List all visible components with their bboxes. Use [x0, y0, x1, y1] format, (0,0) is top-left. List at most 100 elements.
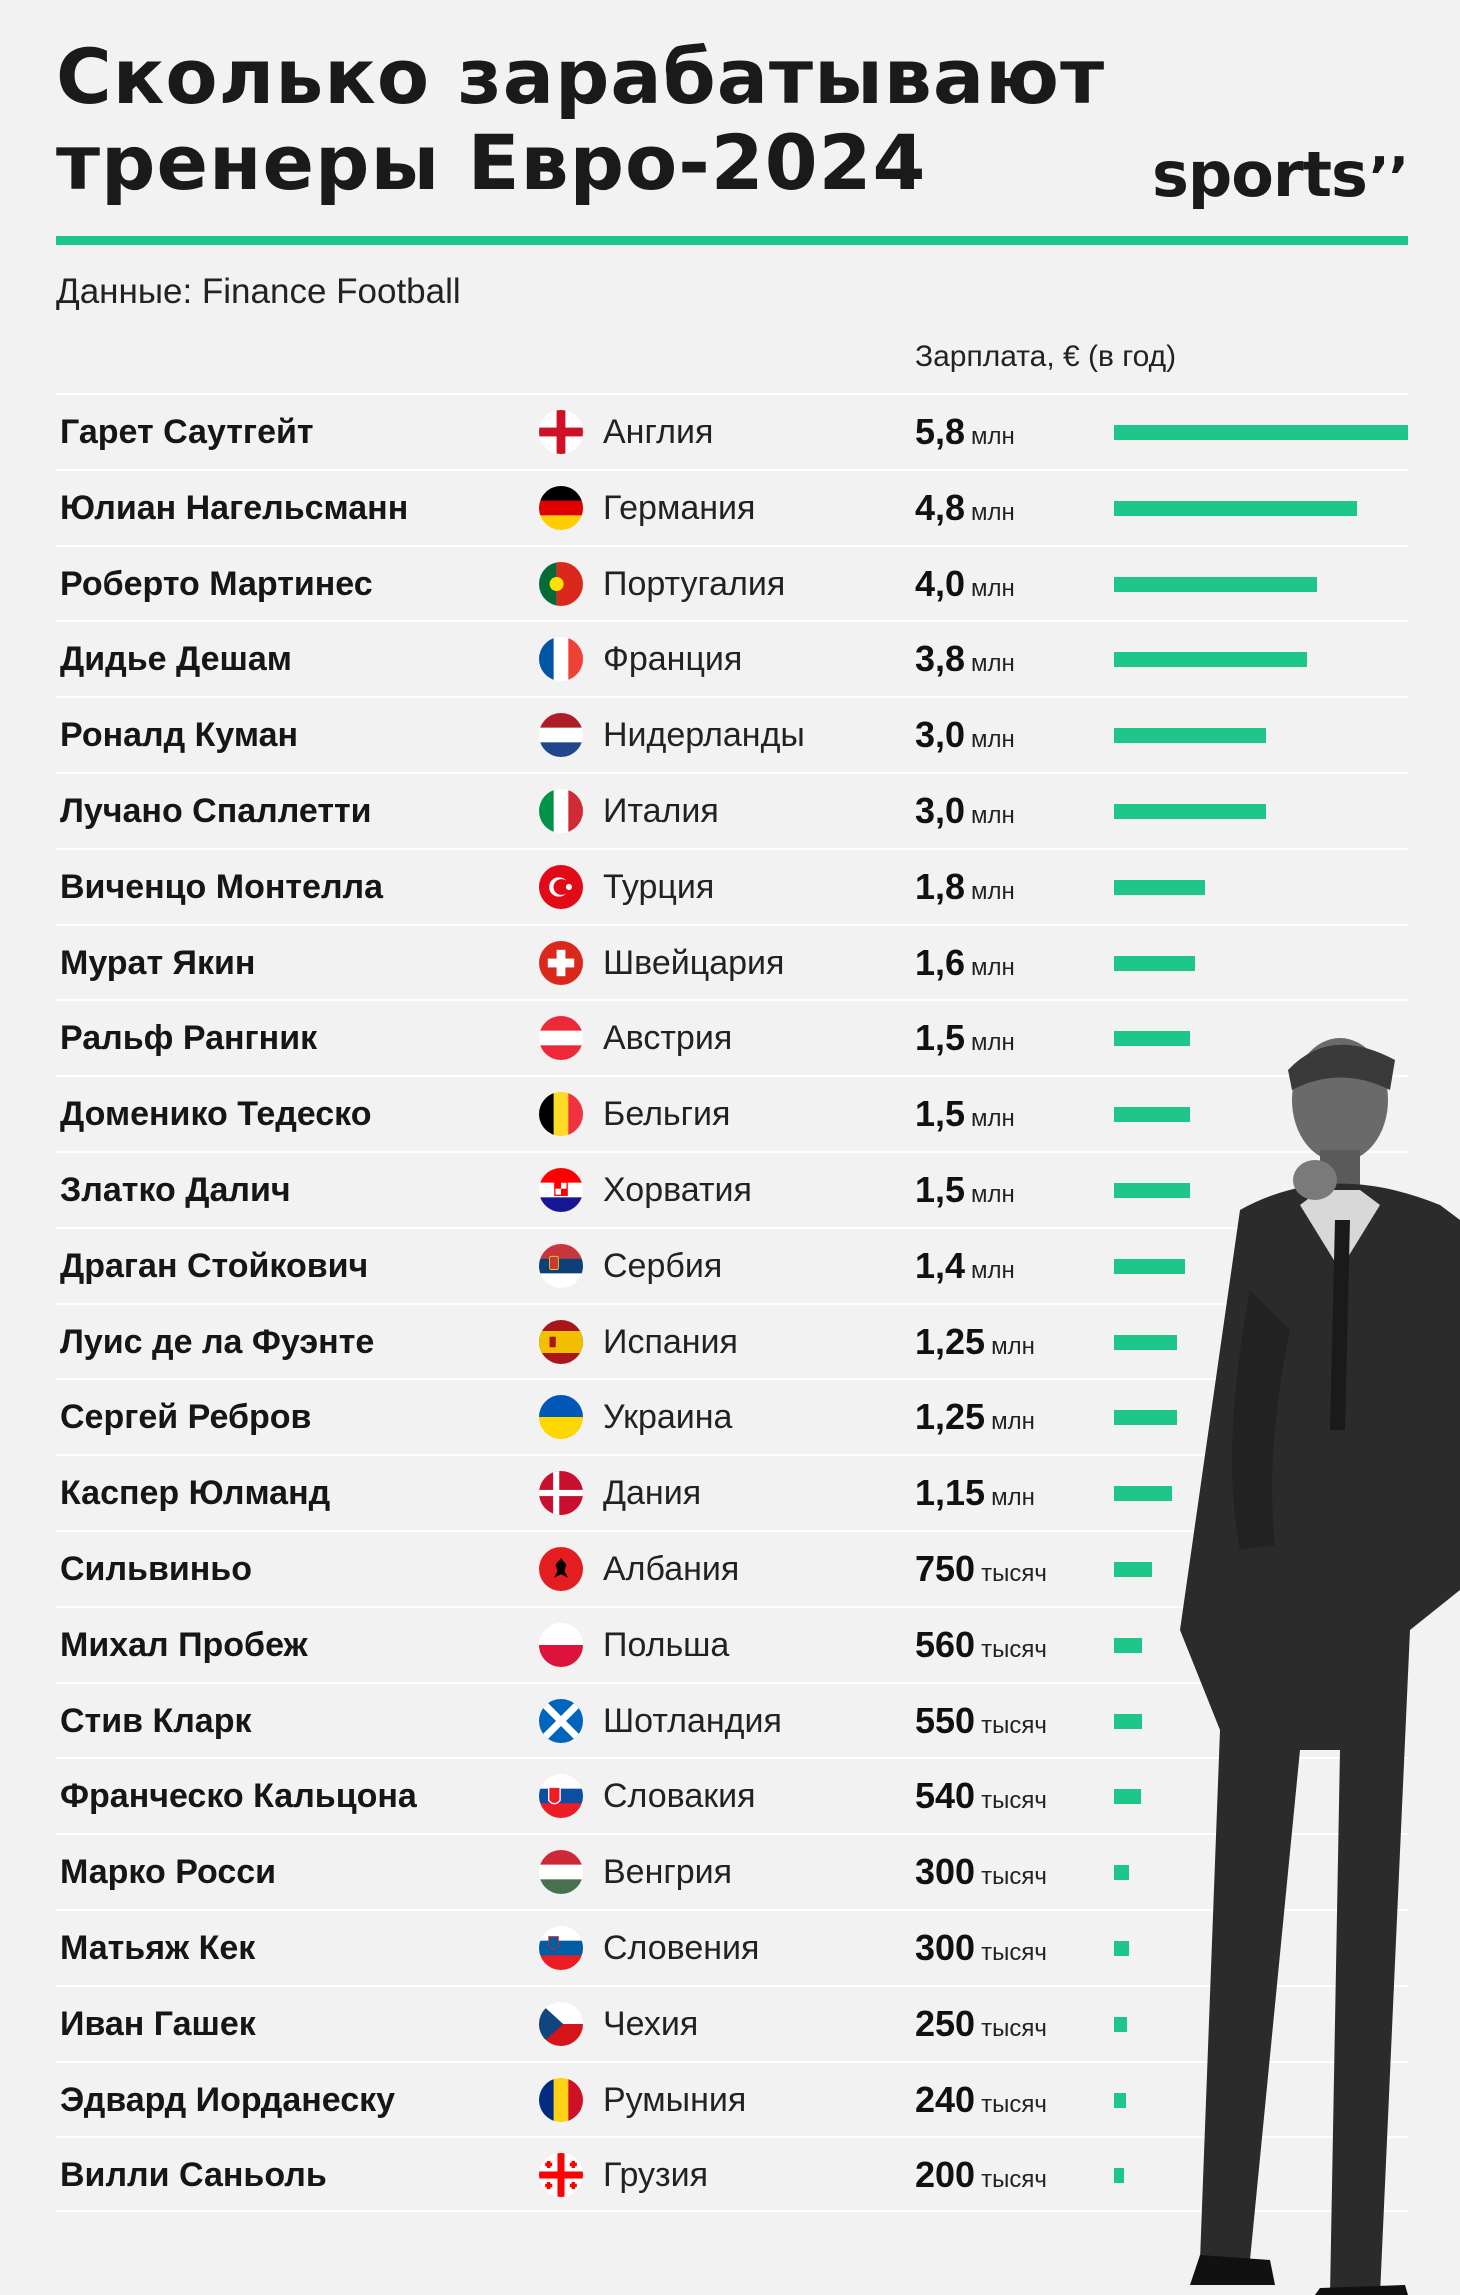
flag-srb-icon	[539, 1243, 583, 1288]
flag-sco-icon	[539, 1698, 583, 1743]
salary-label: 1,6 млн	[915, 942, 1015, 984]
coach-name: Доменико Тедеско	[60, 1095, 372, 1134]
country-name: Сербия	[603, 1246, 723, 1285]
salary-number: 3,8	[915, 638, 966, 680]
salary-number: 1,25	[915, 1396, 986, 1438]
salary-unit: млн	[991, 1484, 1035, 1512]
country-name: Германия	[603, 488, 756, 527]
salary-bar	[1114, 1789, 1142, 1805]
table-row: Мурат Якин Швейцария 1,6 млн	[56, 923, 1408, 1000]
salary-unit: млн	[971, 1105, 1015, 1133]
salary-unit: тысяч	[981, 1938, 1047, 1966]
coach-name: Роберто Мартинес	[60, 564, 373, 603]
salary-unit: млн	[991, 1408, 1035, 1436]
coach-name: Каспер Юлманд	[60, 1474, 331, 1513]
country-name: Турция	[603, 867, 715, 906]
coach-name: Франческо Кальцона	[60, 1777, 417, 1816]
salary-unit: тысяч	[981, 1711, 1047, 1739]
salary-label: 240 тысяч	[915, 2079, 1047, 2121]
table-row: Юлиан Нагельсманн Германия 4,8 млн	[56, 468, 1408, 545]
salary-number: 3,0	[915, 789, 966, 831]
salary-bar	[1114, 955, 1196, 971]
flag-geo-icon	[539, 2153, 583, 2198]
logo-text: sports	[1151, 138, 1368, 211]
table-row: Роберто Мартинес Португалия 4,0 млн	[56, 544, 1408, 621]
salary-number: 300	[915, 1851, 976, 1893]
flag-alb-icon	[539, 1546, 583, 1591]
flag-fra-icon	[539, 637, 583, 682]
country-name: Хорватия	[603, 1170, 752, 1209]
country-name: Италия	[603, 791, 719, 830]
country-name: Испания	[603, 1322, 738, 1361]
salary-bar	[1114, 1258, 1185, 1274]
salary-bar	[1114, 1865, 1130, 1881]
salary-unit: тысяч	[981, 2090, 1047, 2118]
salary-label: 560 тысяч	[915, 1624, 1047, 1666]
salary-unit: тысяч	[981, 2166, 1047, 2194]
flag-hun-icon	[539, 1850, 583, 1895]
coach-name: Марко Росси	[60, 1853, 277, 1892]
salary-bar	[1114, 652, 1307, 668]
salary-number: 1,6	[915, 941, 966, 983]
salary-number: 540	[915, 1775, 976, 1817]
salary-bar	[1114, 879, 1206, 895]
flag-cze-icon	[539, 2001, 583, 2046]
coach-name: Ральф Рангник	[60, 1019, 318, 1058]
salary-unit: тысяч	[981, 1559, 1047, 1587]
salary-bar	[1114, 803, 1267, 819]
salary-label: 540 тысяч	[915, 1775, 1047, 1817]
coach-name: Роналд Куман	[60, 716, 299, 755]
salary-bar	[1114, 1561, 1153, 1577]
salary-number: 200	[915, 2154, 976, 2196]
salary-label: 4,0 млн	[915, 563, 1015, 605]
salary-number: 1,5	[915, 1093, 966, 1135]
salary-label: 250 тысяч	[915, 2003, 1047, 2045]
coach-name: Вилли Саньоль	[60, 2156, 327, 2195]
salary-unit: млн	[971, 423, 1015, 450]
table-row: Сергей Ребров Украина 1,25 млн	[56, 1378, 1408, 1454]
salary-bar	[1114, 1713, 1142, 1729]
country-name: Словения	[603, 1928, 760, 1967]
flag-eng-icon	[539, 410, 583, 454]
country-name: Франция	[603, 640, 743, 679]
coach-name: Златко Далич	[60, 1170, 291, 1209]
title-line-2: тренеры Евро-2024	[56, 118, 927, 207]
salary-unit: млн	[971, 1029, 1015, 1057]
country-name: Украина	[603, 1398, 733, 1437]
logo-mark: ’’	[1368, 146, 1409, 209]
salary-label: 4,8 млн	[915, 487, 1015, 529]
flag-ned-icon	[539, 713, 583, 758]
salary-number: 1,8	[915, 865, 966, 907]
coach-name: Лучано Спаллетти	[60, 791, 372, 830]
salary-number: 240	[915, 2078, 976, 2120]
salary-unit: тысяч	[981, 1863, 1047, 1891]
country-name: Австрия	[603, 1019, 733, 1058]
header-divider	[56, 236, 1408, 245]
table-row: Стив Кларк Шотландия 550 тысяч	[56, 1681, 1408, 1758]
salary-unit: млн	[971, 953, 1015, 981]
data-source: Данные: Finance Football	[56, 272, 461, 311]
salary-number: 1,4	[915, 1244, 966, 1286]
country-name: Швейцария	[603, 943, 785, 982]
salary-label: 200 тысяч	[915, 2154, 1047, 2196]
coach-name: Стив Кларк	[60, 1701, 252, 1740]
country-name: Албания	[603, 1549, 740, 1588]
salary-label: 750 тысяч	[915, 1548, 1047, 1590]
salary-bar	[1114, 2168, 1125, 2184]
coach-name: Матьяж Кек	[60, 1928, 256, 1967]
salary-bar	[1114, 728, 1267, 744]
salary-number: 1,25	[915, 1320, 986, 1362]
table-row: Ральф Рангник Австрия 1,5 млн	[56, 999, 1408, 1075]
salary-unit: млн	[971, 498, 1015, 526]
salary-unit: млн	[991, 1332, 1035, 1360]
table-row: Луис де ла Фуэнте Испания 1,25 млн	[56, 1302, 1408, 1379]
salary-number: 300	[915, 1926, 976, 1968]
salary-label: 1,5 млн	[915, 1017, 1015, 1059]
country-name: Бельгия	[603, 1095, 731, 1134]
salary-unit: млн	[971, 877, 1015, 905]
coach-name: Михал Пробеж	[60, 1625, 308, 1664]
table-row: Матьяж Кек Словения 300 тысяч	[56, 1908, 1408, 1985]
salary-label: 3,0 млн	[915, 714, 1015, 756]
salary-bar	[1114, 2092, 1127, 2108]
table-row: Вилли Саньоль Грузия 200 тысяч	[56, 2136, 1408, 2213]
